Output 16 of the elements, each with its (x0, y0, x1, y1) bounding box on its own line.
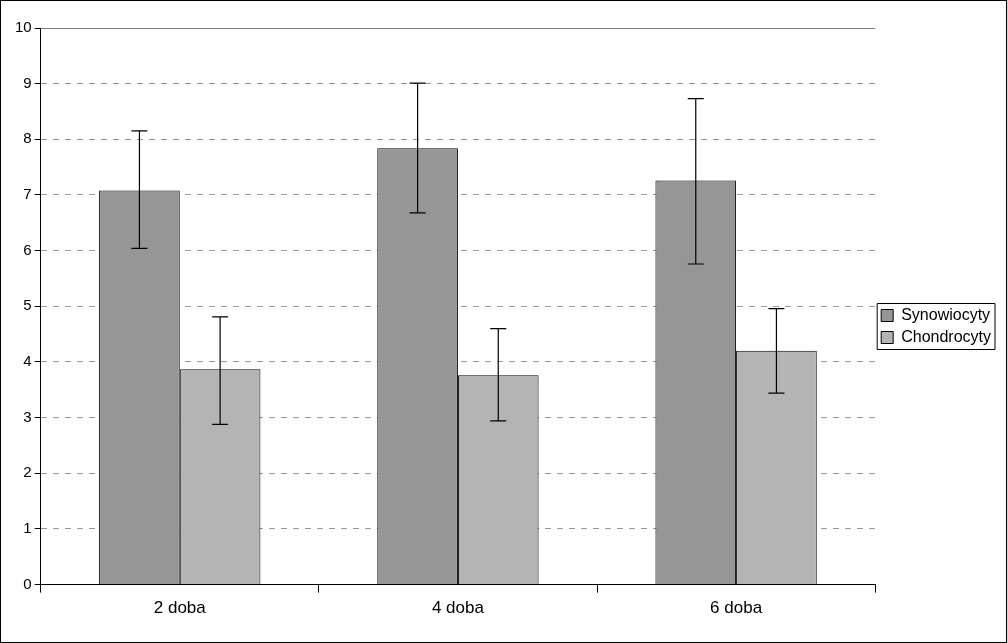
y-tick-label: 9 (23, 73, 32, 91)
legend-label: Chondrocyty (901, 327, 992, 345)
y-tick-label: 1 (23, 519, 32, 537)
y-tick-label: 7 (23, 185, 32, 203)
legend-label: Synowiocyty (901, 305, 991, 323)
x-tick-label: 6 doba (710, 598, 763, 618)
y-tick-label: 10 (15, 18, 32, 36)
y-tick-label: 5 (23, 296, 32, 314)
x-tick-label: 2 doba (153, 598, 207, 618)
y-tick-label: 4 (23, 352, 32, 370)
y-tick-label: 0 (23, 574, 32, 592)
y-tick-label: 8 (23, 129, 32, 147)
y-tick-label: 2 (23, 463, 32, 481)
x-tick-label: 4 doba (431, 598, 485, 618)
y-tick-label: 6 (23, 240, 32, 258)
y-tick-label: 3 (23, 407, 32, 425)
